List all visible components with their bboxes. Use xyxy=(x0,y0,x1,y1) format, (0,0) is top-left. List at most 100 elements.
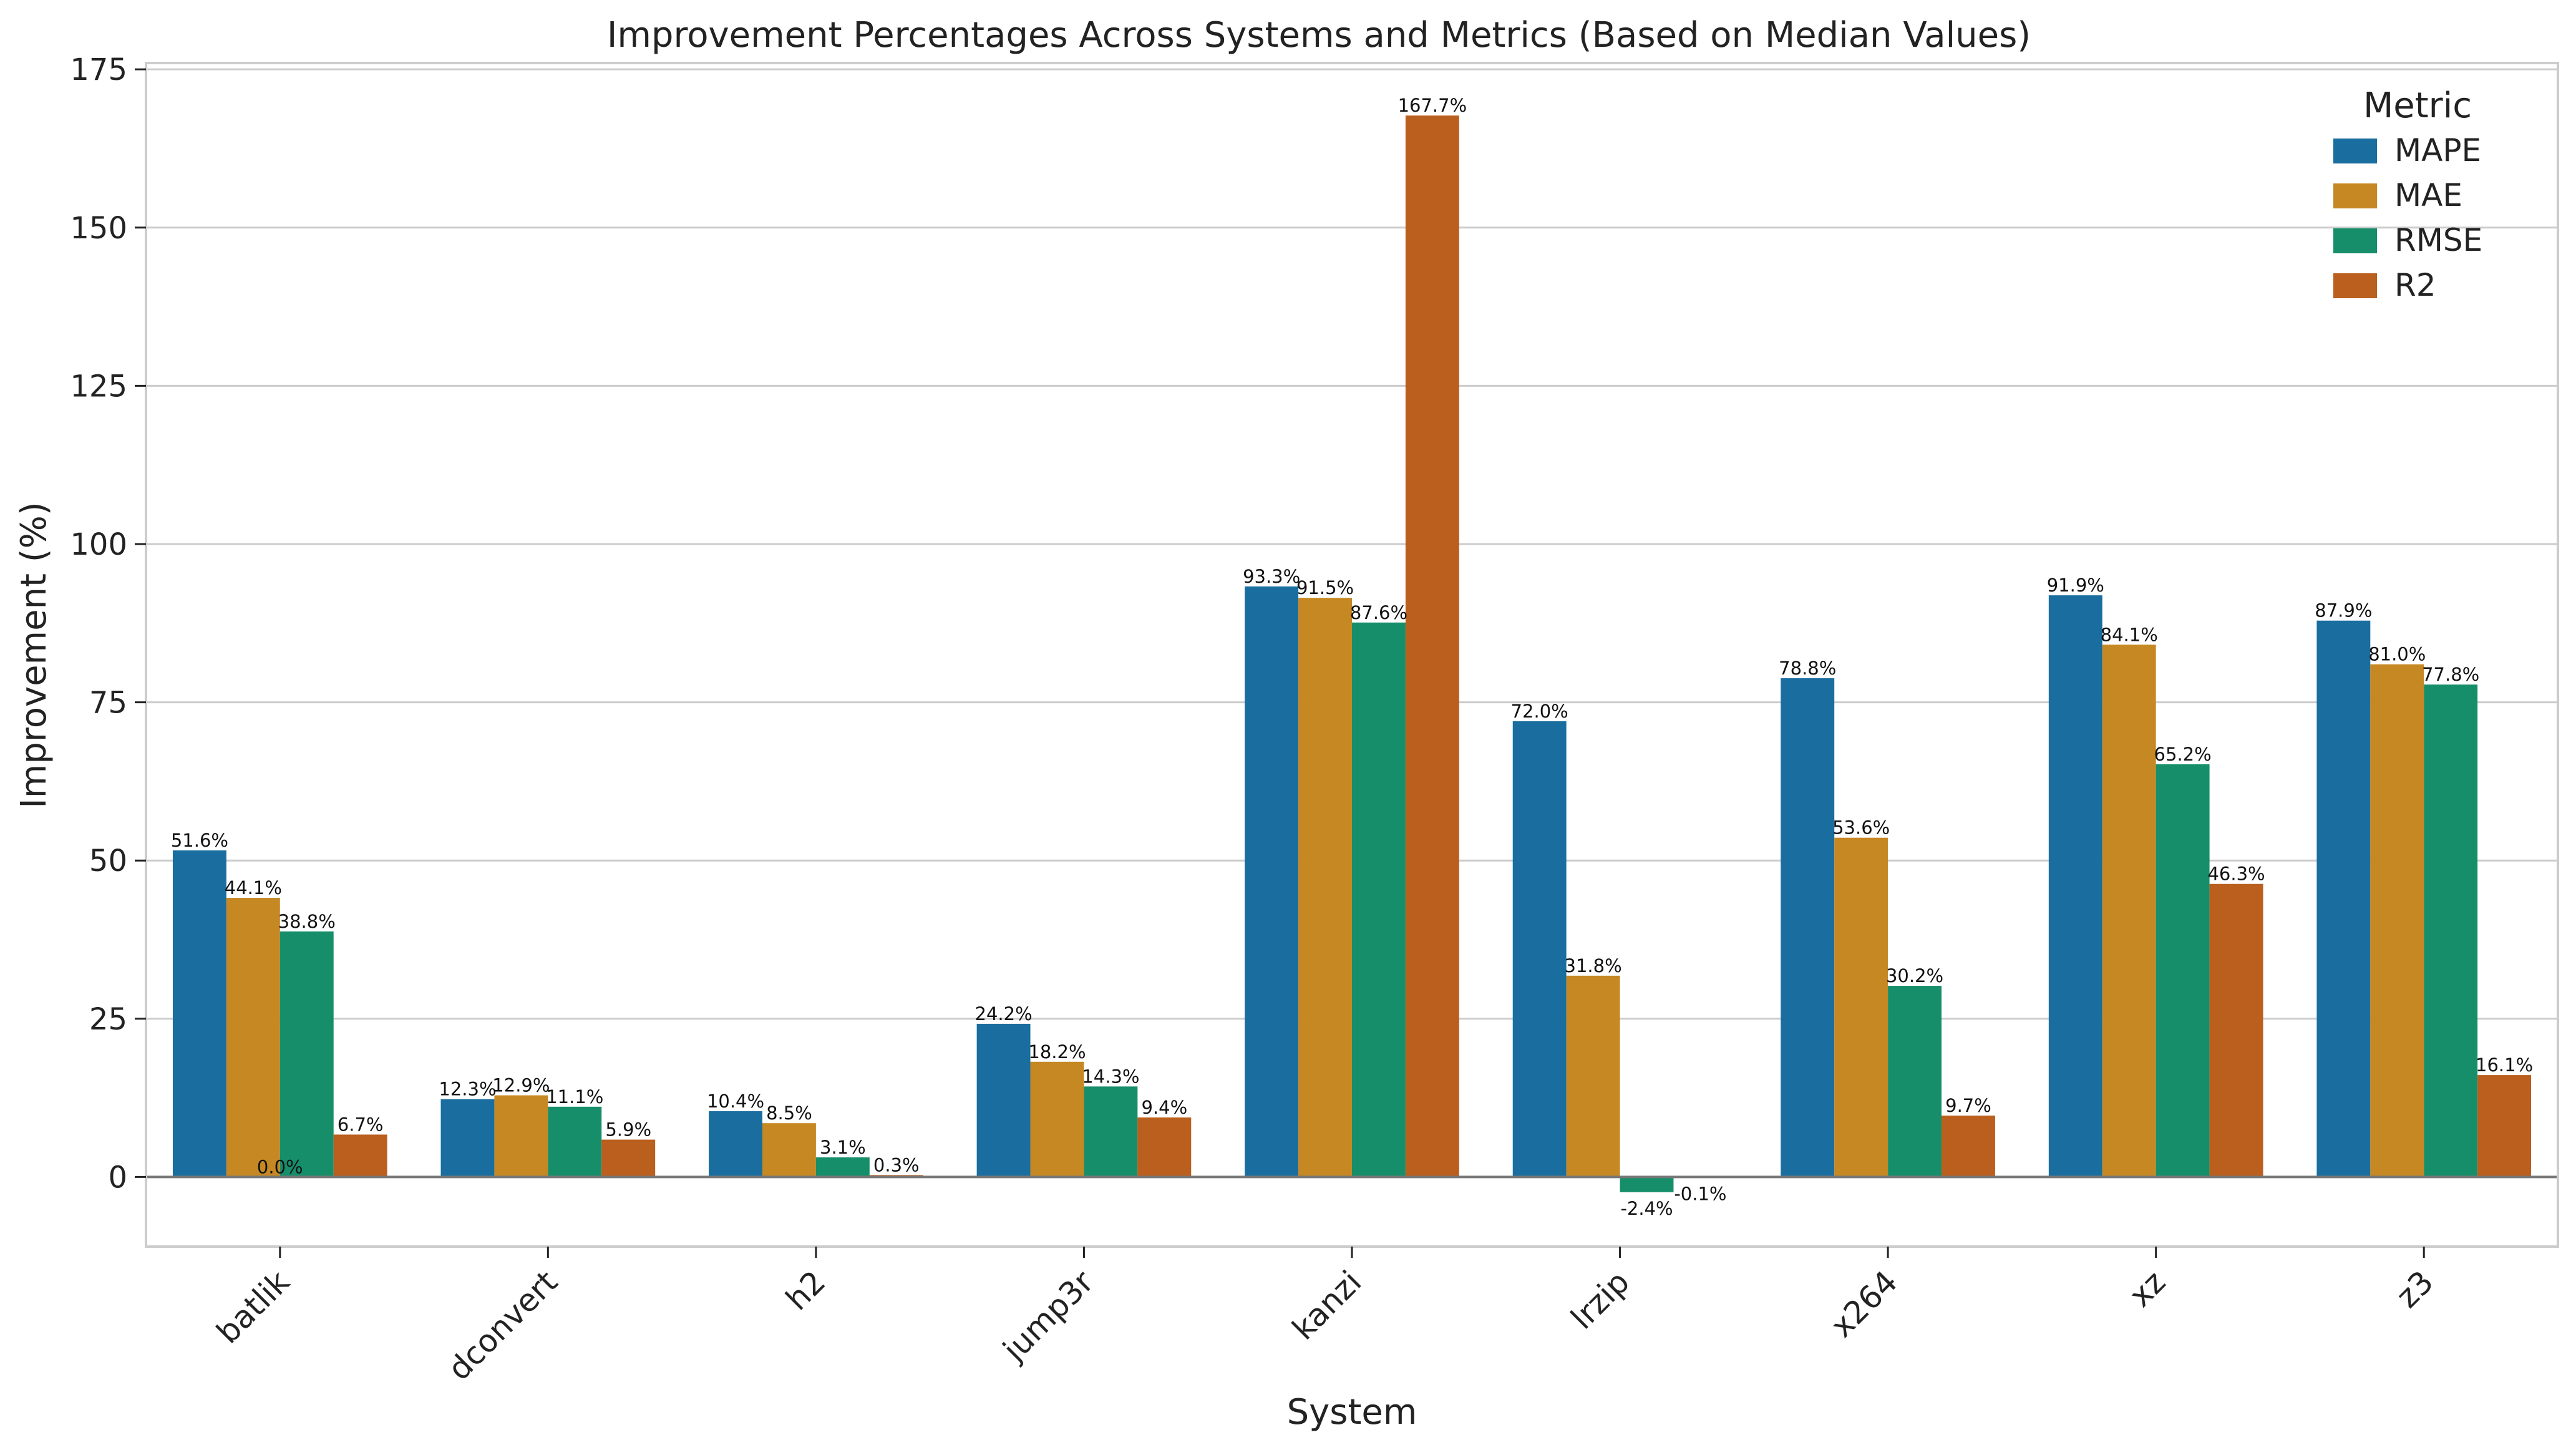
x-tick-label: jump3r xyxy=(996,1263,1101,1368)
x-tick-label: xz xyxy=(2122,1263,2172,1313)
bar-value-label: 38.8% xyxy=(278,911,336,932)
legend-swatch xyxy=(2333,139,2377,163)
bar-rmse-lrzip xyxy=(1620,1177,1674,1192)
bar-r2-dconvert xyxy=(601,1139,656,1177)
bar-value-label: 93.3% xyxy=(1243,566,1300,587)
bar-rmse-dconvert xyxy=(548,1106,602,1177)
bar-value-label: 87.9% xyxy=(2315,600,2372,621)
legend-entry: MAE xyxy=(2394,177,2462,213)
bar-value-label: 11.1% xyxy=(546,1086,603,1107)
x-tick-label: dconvert xyxy=(441,1263,565,1387)
bar-mape-z3 xyxy=(2316,620,2371,1177)
bar-value-label: 84.1% xyxy=(2101,624,2158,645)
bar-mape-h2 xyxy=(709,1111,762,1177)
y-tick-label: 150 xyxy=(70,211,127,246)
bar-mape-x264 xyxy=(1781,678,1835,1177)
bar-value-label: 12.9% xyxy=(492,1075,550,1096)
x-tick-label: z3 xyxy=(2389,1263,2441,1315)
x-tick-label: lrzip xyxy=(1564,1263,1636,1336)
bar-value-label: 91.5% xyxy=(1296,577,1354,598)
bar-value-label: 77.8% xyxy=(2422,664,2479,685)
bar-value-label: 65.2% xyxy=(2154,744,2212,765)
y-tick-label: 75 xyxy=(89,686,127,721)
bar-mae-batlik xyxy=(226,898,280,1177)
bar-mae-kanzi xyxy=(1298,598,1352,1177)
bar-value-label: 44.1% xyxy=(225,877,282,898)
bar-value-label: 0.3% xyxy=(873,1154,920,1175)
bar-value-label: 3.1% xyxy=(820,1137,866,1158)
bar-value-label: 8.5% xyxy=(766,1102,812,1124)
bar-value-label: 12.3% xyxy=(439,1079,496,1100)
bar-value-label: 81.0% xyxy=(2368,644,2426,665)
y-tick-label: 175 xyxy=(70,52,127,87)
bar-mae-h2 xyxy=(762,1123,816,1177)
x-tick-label: x264 xyxy=(1824,1263,1904,1344)
bar-rmse-h2 xyxy=(815,1157,870,1177)
bar-rmse-xz xyxy=(2156,764,2210,1177)
bar-mape-batlik xyxy=(172,850,226,1177)
bar-rmse-batlik xyxy=(279,931,334,1177)
bar-mae-x264 xyxy=(1834,837,1888,1177)
bar-value-label: -2.4% xyxy=(1620,1198,1673,1219)
x-tick-label: h2 xyxy=(779,1263,832,1317)
bar-value-label: 46.3% xyxy=(2207,864,2265,885)
bar-labels: 51.6% 12.3% 10.4% 24.2% 93.3% 72.0% 78.8% 91.9%… xyxy=(171,95,2533,1219)
bar-value-label: 72.0% xyxy=(1511,701,1568,722)
legend-swatch xyxy=(2333,183,2377,208)
bar-value-label: 9.7% xyxy=(1945,1095,1991,1116)
legend-entry: R2 xyxy=(2394,267,2436,303)
legend-swatch xyxy=(2333,228,2377,253)
bars xyxy=(172,115,2532,1192)
bar-value-label: 10.4% xyxy=(707,1091,764,1112)
bar-value-label: 53.6% xyxy=(1832,817,1890,839)
legend-title: Metric xyxy=(2363,85,2472,126)
bar-mae-jump3r xyxy=(1030,1061,1084,1177)
x-axis-label: System xyxy=(1287,1392,1417,1433)
bar-mape-jump3r xyxy=(976,1023,1031,1177)
y-tick-label: 25 xyxy=(89,1002,127,1037)
legend-swatch xyxy=(2333,273,2377,298)
bar-r2-kanzi xyxy=(1405,115,1459,1177)
y-tick-label: 100 xyxy=(70,527,127,562)
legend-entry: RMSE xyxy=(2394,222,2482,258)
x-tick-label: kanzi xyxy=(1285,1263,1368,1346)
bar-value-label: -0.1% xyxy=(1674,1183,1726,1204)
bar-value-label: 0.0% xyxy=(257,1156,303,1177)
bar-mape-kanzi xyxy=(1245,586,1299,1177)
legend: Metric MAPE MAE RMSE R2 xyxy=(2333,85,2482,303)
bar-rmse-jump3r xyxy=(1084,1086,1138,1177)
bar-value-label: 91.9% xyxy=(2047,575,2104,596)
bar-mae-dconvert xyxy=(494,1095,548,1177)
y-axis-label: Improvement (%) xyxy=(14,502,54,808)
bar-rmse-x264 xyxy=(1888,986,1942,1177)
bar-value-label: 24.2% xyxy=(975,1003,1033,1024)
bar-value-label: 18.2% xyxy=(1028,1041,1086,1063)
bar-mae-z3 xyxy=(2370,664,2424,1177)
bar-value-label: 6.7% xyxy=(338,1114,384,1135)
y-tick-label: 50 xyxy=(89,844,127,878)
bar-r2-z3 xyxy=(2477,1075,2532,1177)
bar-mae-lrzip xyxy=(1566,975,1620,1177)
bar-value-label: 30.2% xyxy=(1886,965,1943,986)
bar-value-label: 31.8% xyxy=(1565,955,1622,976)
bar-value-label: 9.4% xyxy=(1141,1097,1187,1118)
chart-title: Improvement Percentages Across Systems a… xyxy=(607,15,2031,56)
bar-value-label: 51.6% xyxy=(171,830,228,851)
y-tick-label: 125 xyxy=(70,369,127,404)
bar-r2-jump3r xyxy=(1137,1117,1192,1177)
x-tick-label: batlik xyxy=(210,1263,296,1350)
bar-value-label: 78.8% xyxy=(1779,658,1836,679)
bar-value-label: 87.6% xyxy=(1350,602,1407,623)
bar-mape-lrzip xyxy=(1512,721,1567,1177)
bar-rmse-z3 xyxy=(2424,684,2478,1177)
bar-value-label: 5.9% xyxy=(605,1119,651,1141)
y-tick-label: 0 xyxy=(108,1160,127,1195)
bar-mape-xz xyxy=(2048,595,2102,1177)
bar-value-label: 14.3% xyxy=(1082,1066,1139,1087)
bar-mape-dconvert xyxy=(440,1099,495,1177)
bar-value-label: 167.7% xyxy=(1398,95,1467,116)
bar-r2-batlik xyxy=(333,1134,387,1177)
bar-r2-x264 xyxy=(1942,1116,1995,1177)
bar-value-label: 16.1% xyxy=(2476,1054,2533,1076)
